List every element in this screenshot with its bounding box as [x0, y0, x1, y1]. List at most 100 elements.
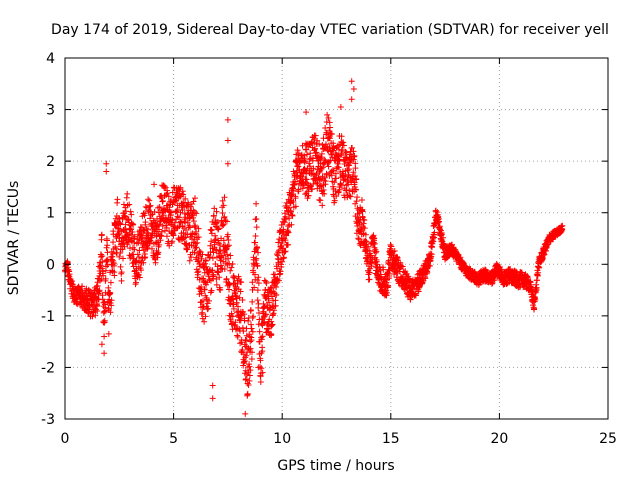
data-point: [146, 197, 153, 204]
data-point: [254, 297, 261, 304]
data-point: [129, 229, 136, 236]
data-point: [160, 212, 167, 219]
data-point: [269, 321, 276, 328]
data-point: [202, 260, 209, 267]
x-tick-label: 20: [490, 431, 508, 447]
data-point: [141, 210, 148, 217]
data-point: [92, 312, 99, 319]
y-tick-label: 3: [46, 103, 55, 119]
data-point: [215, 225, 222, 232]
data-point: [206, 254, 213, 261]
data-point: [99, 253, 106, 260]
data-point: [383, 289, 390, 296]
data-point: [89, 313, 96, 320]
data-point: [198, 290, 205, 297]
plot-frame: [64, 57, 609, 420]
data-point: [252, 239, 259, 246]
data-point: [114, 196, 121, 203]
data-point: [255, 249, 262, 256]
data-point: [199, 251, 206, 258]
data-point: [134, 251, 141, 258]
data-point: [225, 242, 232, 249]
data-point: [337, 103, 344, 110]
y-tick-label: 1: [46, 206, 55, 222]
data-point: [98, 341, 105, 348]
data-point: [233, 285, 240, 292]
data-point: [253, 224, 260, 231]
data-point: [257, 378, 264, 385]
data-point: [255, 321, 262, 328]
data-point: [533, 277, 540, 284]
data-point: [101, 333, 108, 340]
y-tick-labels: -3 -2 -1 0 1 2 3 4: [41, 51, 55, 428]
data-point: [347, 193, 354, 200]
data-point: [196, 248, 203, 255]
data-point: [254, 287, 261, 294]
data-point: [177, 184, 184, 191]
data-point: [119, 255, 126, 262]
data-point: [221, 213, 228, 220]
data-point: [177, 218, 184, 225]
x-tick-label: 10: [273, 431, 291, 447]
data-point: [117, 220, 124, 227]
data-point: [349, 144, 356, 151]
data-point: [295, 188, 302, 195]
data-point: [205, 305, 212, 312]
data-point: [318, 150, 325, 157]
data-point: [261, 319, 268, 326]
data-point: [248, 325, 255, 332]
data-point: [295, 163, 302, 170]
data-point: [279, 258, 286, 265]
data-point: [108, 302, 115, 309]
data-point: [170, 232, 177, 239]
data-point: [307, 163, 314, 170]
data-point: [126, 201, 133, 208]
data-point: [252, 233, 259, 240]
data-point: [348, 96, 355, 103]
data-point: [117, 263, 124, 270]
data-point: [346, 193, 353, 200]
data-point: [193, 228, 200, 235]
data-point: [225, 255, 232, 262]
data-point: [293, 151, 300, 158]
data-point: [251, 284, 258, 291]
x-tick-label: 5: [169, 431, 178, 447]
data-point: [234, 332, 241, 339]
data-point: [171, 219, 178, 226]
data-point: [241, 358, 248, 365]
data-point: [191, 249, 198, 256]
data-point: [391, 247, 398, 254]
data-point: [347, 159, 354, 166]
data-point: [325, 115, 332, 122]
data-point: [246, 377, 253, 384]
data-point: [361, 225, 368, 232]
data-point: [358, 196, 365, 203]
data-point: [195, 225, 202, 232]
data-point: [402, 268, 409, 275]
data-point: [328, 172, 335, 179]
data-point: [285, 204, 292, 211]
x-tick-label: 15: [382, 431, 400, 447]
data-point: [238, 312, 245, 319]
data-point: [239, 346, 246, 353]
data-point: [317, 155, 324, 162]
y-axis-label: SDTVAR / TECUs: [6, 181, 22, 296]
data-point: [338, 133, 345, 140]
data-point: [201, 286, 208, 293]
data-point: [380, 266, 387, 273]
data-point: [107, 309, 114, 316]
data-point: [180, 191, 187, 198]
data-point: [278, 234, 285, 241]
data-point: [335, 164, 342, 171]
data-point: [204, 306, 211, 313]
data-point: [306, 156, 313, 163]
data-point: [121, 243, 128, 250]
data-point: [164, 190, 171, 197]
data-point: [257, 357, 264, 364]
ticks: [64, 57, 609, 420]
data-point: [253, 215, 260, 222]
data-point: [330, 144, 337, 151]
data-point: [159, 198, 166, 205]
data-point: [351, 152, 358, 159]
data-point: [366, 276, 373, 283]
